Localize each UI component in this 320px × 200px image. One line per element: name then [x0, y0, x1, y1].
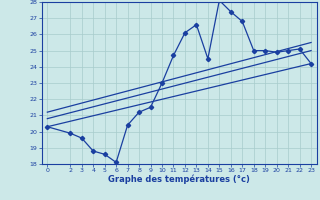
X-axis label: Graphe des températures (°c): Graphe des températures (°c): [108, 175, 250, 184]
